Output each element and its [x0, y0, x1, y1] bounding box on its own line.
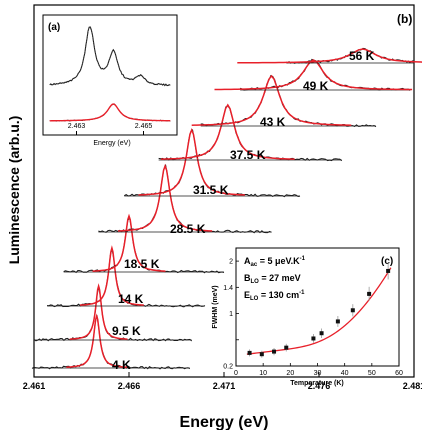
inset-c-data-point — [319, 331, 324, 336]
inset-c-data-point — [259, 352, 264, 357]
spectrum-56K: 56 K — [237, 47, 422, 64]
inset-c-annotations: Aac = 5 μeV.K-1 BLO = 27 meV ELO = 130 cm-… — [244, 256, 306, 302]
spectrum-43K: 43 K — [191, 74, 377, 129]
main-x-tick-label: 2.481 — [403, 381, 422, 391]
spectrum-temperature-label: 4 K — [112, 358, 131, 372]
panel-b-label: (b) — [397, 12, 412, 26]
inset-a-fit-curve — [49, 103, 171, 122]
inset-c-fit-parameter: ELO = 130 cm-1 — [244, 290, 305, 302]
inset-c-ticks: 0 10 20 30 40 50 60 0.2 1 1.4 2 — [223, 259, 403, 377]
inset-c-y-tick-label: 1.4 — [223, 285, 233, 292]
spectrum-fit-curve — [66, 313, 128, 368]
panel-a-label: (a) — [48, 22, 60, 33]
spectrum-31p5K: 31.5 K — [123, 127, 301, 198]
inset-a-curves — [49, 25, 171, 122]
spectrum-temperature-label: 18.5 K — [124, 257, 160, 271]
inset-c-data-point — [386, 268, 391, 273]
spectrum-temperature-label: 28.5 K — [170, 222, 206, 236]
inset-c-fit-parameter: Aac = 5 μeV.K-1 — [244, 256, 306, 268]
inset-c-fit-parameter: BLO = 27 meV — [244, 273, 301, 285]
main-x-tick-label: 2.476 — [308, 381, 331, 391]
spectrum-fit-curve — [214, 59, 413, 91]
spectrum-fit-curve — [69, 283, 128, 340]
inset-panel-c: (c) Temperature (K) FWHM (meV) 0 10 20 30 40… — [212, 247, 403, 387]
inset-c-data-point — [311, 336, 316, 341]
inset-a-x-tick-label: 2.463 — [68, 123, 86, 130]
spectrum-fit-curve — [138, 127, 245, 196]
panel-c-label: (c) — [381, 256, 393, 267]
spectrum-temperature-label: 49 K — [303, 79, 329, 93]
inset-panel-a: (a) Energy (eV) 2.463 2.465 — [42, 14, 178, 147]
spectrum-28p5K: 28.5 K — [98, 163, 272, 236]
inset-c-x-tick-label: 50 — [368, 370, 376, 377]
inset-c-x-tick-label: 0 — [234, 370, 238, 377]
inset-c-data-point — [335, 319, 340, 324]
spectrum-temperature-label: 14 K — [118, 292, 144, 306]
main-y-axis-label: Luminescence (arb.u.) — [6, 116, 22, 265]
main-x-tick-label: 2.466 — [118, 381, 141, 391]
inset-c-y-tick-label: 1 — [229, 311, 233, 318]
spectrum-fit-curve — [160, 103, 295, 160]
spectrum-fit-curve — [191, 74, 352, 126]
main-x-tick-label: 2.461 — [23, 381, 46, 391]
inset-c-x-axis-label: Temperature (K) — [290, 380, 344, 387]
spectrum-9p5K: 9.5 K — [33, 283, 193, 342]
inset-c-y-tick-label: 2 — [229, 259, 233, 266]
spectrum-37p5K: 37.5 K — [158, 103, 343, 162]
main-x-axis-label: Energy (eV) — [180, 414, 269, 430]
inset-c-x-tick-label: 20 — [286, 370, 294, 377]
inset-c-plot — [246, 262, 392, 358]
spectrum-fit-curve — [117, 163, 213, 232]
inset-a-x-axis-label: Energy (eV) — [93, 140, 130, 147]
inset-c-x-tick-label: 10 — [259, 370, 267, 377]
spectrum-fit-curve — [79, 245, 144, 306]
inset-c-data-point — [367, 291, 372, 296]
inset-a-data-fit-dots — [49, 25, 171, 86]
spectrum-temperature-label: 37.5 K — [230, 148, 266, 162]
spectrum-4K: 4 K — [31, 313, 191, 372]
spectrum-temperature-label: 31.5 K — [193, 183, 229, 197]
inset-a-x-tick-label: 2.465 — [135, 123, 153, 130]
inset-a-data-trace — [49, 26, 171, 87]
inset-c-x-tick-label: 60 — [395, 370, 403, 377]
inset-c-frame — [235, 247, 400, 367]
spectrum-18p5K: 18.5 K — [63, 213, 225, 274]
inset-c-data-point — [247, 350, 252, 355]
inset-c-x-tick-label: 40 — [341, 370, 349, 377]
spectrum-temperature-label: 9.5 K — [112, 324, 141, 338]
inset-c-data-point — [284, 345, 289, 350]
inset-c-data-point — [350, 308, 355, 313]
inset-c-x-tick-label: 30 — [314, 370, 322, 377]
main-panel-b: (b) Energy (eV) Luminescence (arb.u.) 2.… — [6, 4, 422, 430]
spectrum-fit-curve — [92, 213, 166, 272]
spectrum-data-trace — [31, 315, 191, 370]
spectrum-temperature-label: 43 K — [260, 115, 286, 129]
main-spectra: 4 K 9.5 K 14 K 18.5 K 28.5 K 31.5 K 37.5 K 43 K… — [31, 47, 422, 372]
inset-a-x-ticks: 2.463 2.465 — [68, 123, 153, 135]
main-x-ticks: 2.461 2.466 2.471 2.476 2.481 — [23, 372, 422, 391]
inset-c-data-point — [272, 349, 277, 354]
inset-c-fit-curve — [246, 267, 392, 355]
spectrum-49K: 49 K — [214, 58, 413, 93]
spectrum-14K: 14 K — [47, 245, 206, 308]
spectrum-temperature-label: 56 K — [349, 49, 375, 63]
inset-c-y-tick-label: 0.2 — [223, 364, 233, 371]
inset-a-frame — [42, 14, 178, 136]
inset-c-y-axis-label: FWHM (meV) — [212, 285, 219, 328]
spectrum-fit-curve — [237, 48, 422, 64]
main-x-tick-label: 2.471 — [213, 381, 236, 391]
